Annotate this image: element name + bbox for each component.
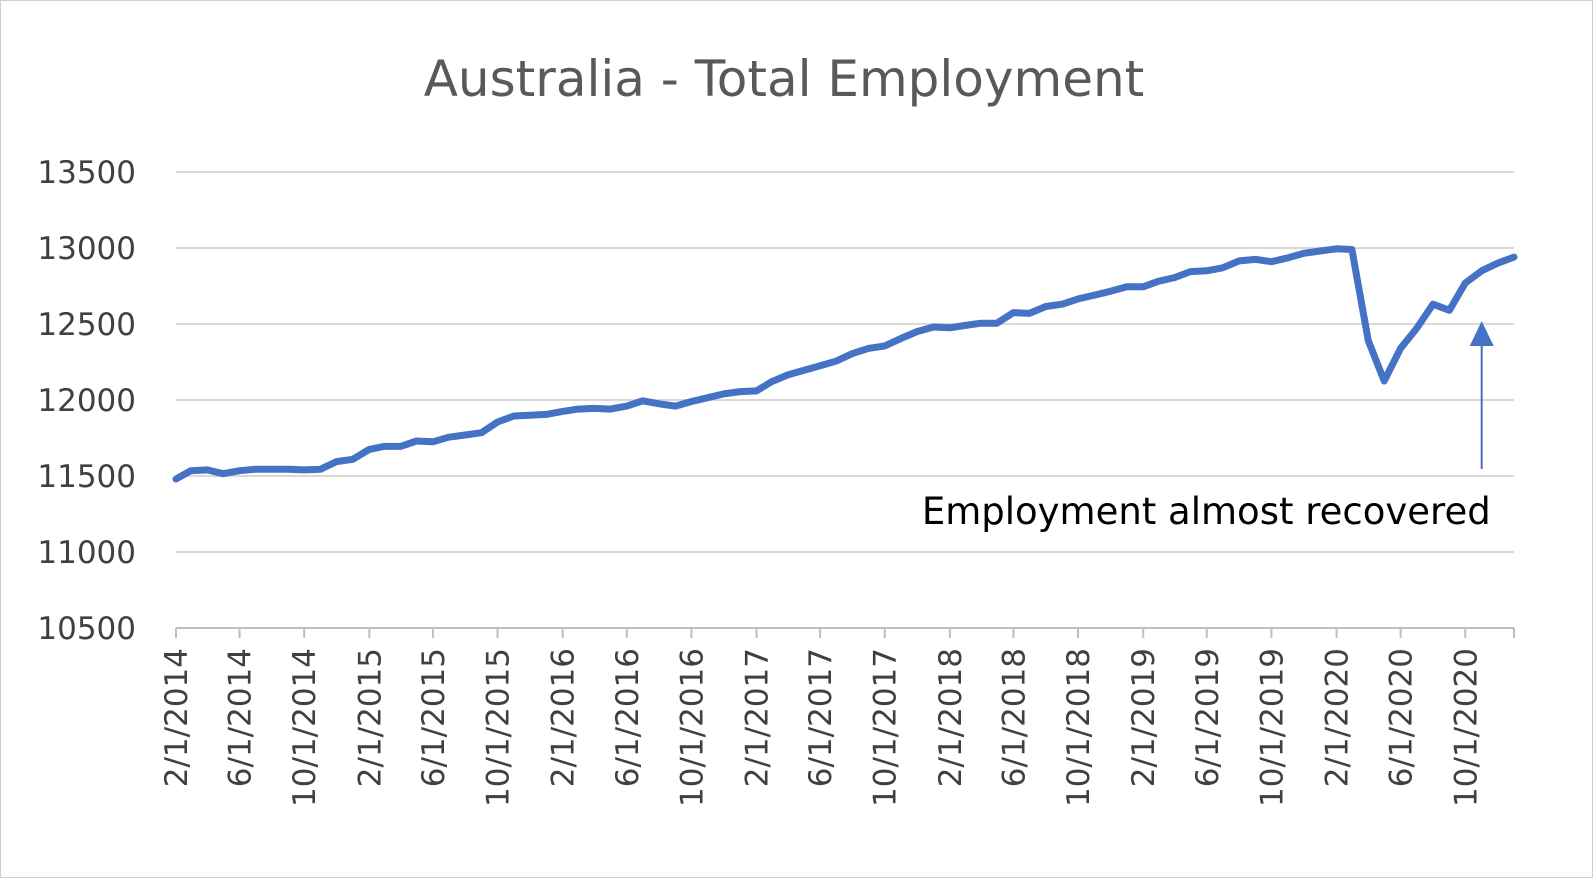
x-tick-label: 10/1/2020	[1448, 648, 1484, 807]
annotation-arrowhead	[1469, 321, 1494, 346]
x-tick-label: 6/1/2020	[1384, 648, 1420, 787]
x-tick-label: 2/1/2020	[1320, 648, 1356, 787]
annotation-text: Employment almost recovered	[922, 490, 1491, 533]
series-line	[172, 245, 1518, 483]
y-tick-label: 11500	[37, 459, 136, 495]
y-axis: 10500 11000 11500 12000 12500 13000 13500	[37, 155, 136, 647]
annotation-layer: Employment almost recovered	[922, 321, 1494, 533]
y-tick-label: 10500	[37, 611, 136, 647]
y-tick-label: 11000	[37, 535, 136, 571]
series-layer	[172, 245, 1518, 483]
y-tick-label: 13500	[37, 155, 136, 191]
x-tick-label: 6/1/2018	[996, 648, 1032, 787]
y-tick-label: 12500	[37, 307, 136, 343]
x-tick-label: 10/1/2019	[1254, 648, 1290, 807]
x-tick-label: 2/1/2019	[1126, 648, 1162, 787]
x-tick-label: 2/1/2017	[740, 648, 776, 787]
x-tick-label: 10/1/2018	[1061, 648, 1097, 807]
x-tick-label: 6/1/2015	[416, 648, 452, 787]
gridlines	[176, 171, 1514, 629]
x-tick-label: 6/1/2016	[610, 648, 646, 787]
x-tick-label: 10/1/2014	[287, 648, 323, 807]
x-tick-label: 2/1/2014	[159, 648, 195, 787]
y-tick-label: 12000	[37, 383, 136, 419]
x-tick-label: 10/1/2016	[674, 648, 710, 807]
x-tick-label: 6/1/2014	[223, 648, 259, 787]
x-tick-label: 10/1/2017	[868, 648, 904, 807]
x-tick-label: 6/1/2017	[803, 648, 839, 787]
x-tick-label: 2/1/2015	[352, 648, 388, 787]
x-tick-label: 2/1/2016	[546, 648, 582, 787]
chart-title: Australia - Total Employment	[424, 50, 1145, 108]
x-tick-label: 6/1/2019	[1190, 648, 1226, 787]
x-axis: 2/1/2014 6/1/2014 10/1/2014 2/1/2015 6/1/201…	[159, 628, 1515, 807]
x-tick-label: 2/1/2018	[933, 648, 969, 787]
x-tick-label: 10/1/2015	[481, 648, 517, 807]
y-tick-label: 13000	[37, 231, 136, 267]
